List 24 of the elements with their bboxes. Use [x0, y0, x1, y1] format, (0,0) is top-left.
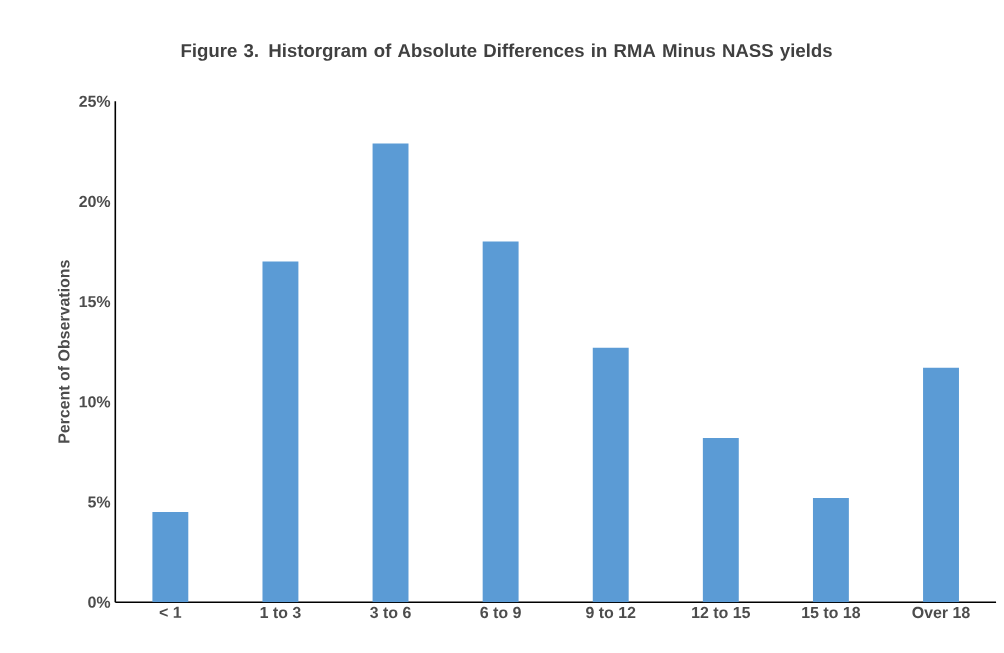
bar — [702, 437, 739, 603]
y-axis-title: Percent of Observations — [57, 260, 70, 443]
bar — [262, 261, 299, 603]
bar — [923, 367, 959, 603]
x-tick-label: 12 to 15 — [692, 606, 751, 619]
y-tick-label: 15% — [79, 295, 111, 308]
chart-title: Figure 3. Historgram of Absolute Differences in RMA Minus NASS yields — [181, 43, 832, 61]
x-tick-label: 1 to 3 — [260, 606, 301, 619]
x-tick-label: Over 18 — [912, 606, 970, 619]
x-tick-label: < 1 — [159, 606, 182, 618]
y-tick-label: 10% — [79, 396, 111, 408]
y-tick-label: 20% — [79, 195, 111, 208]
bar — [482, 241, 519, 603]
bar — [812, 497, 849, 603]
y-tick-label: 0% — [88, 596, 111, 608]
bar — [152, 511, 189, 603]
x-tick-label: 15 to 18 — [802, 606, 861, 619]
x-tick-label: 3 to 6 — [370, 606, 411, 619]
y-tick-label: 5% — [88, 496, 111, 508]
bar — [372, 143, 409, 603]
x-tick-label: 9 to 12 — [586, 606, 636, 619]
y-tick-label: 25% — [79, 95, 111, 107]
x-tick-label: 6 to 9 — [480, 606, 521, 619]
bar — [592, 347, 629, 603]
